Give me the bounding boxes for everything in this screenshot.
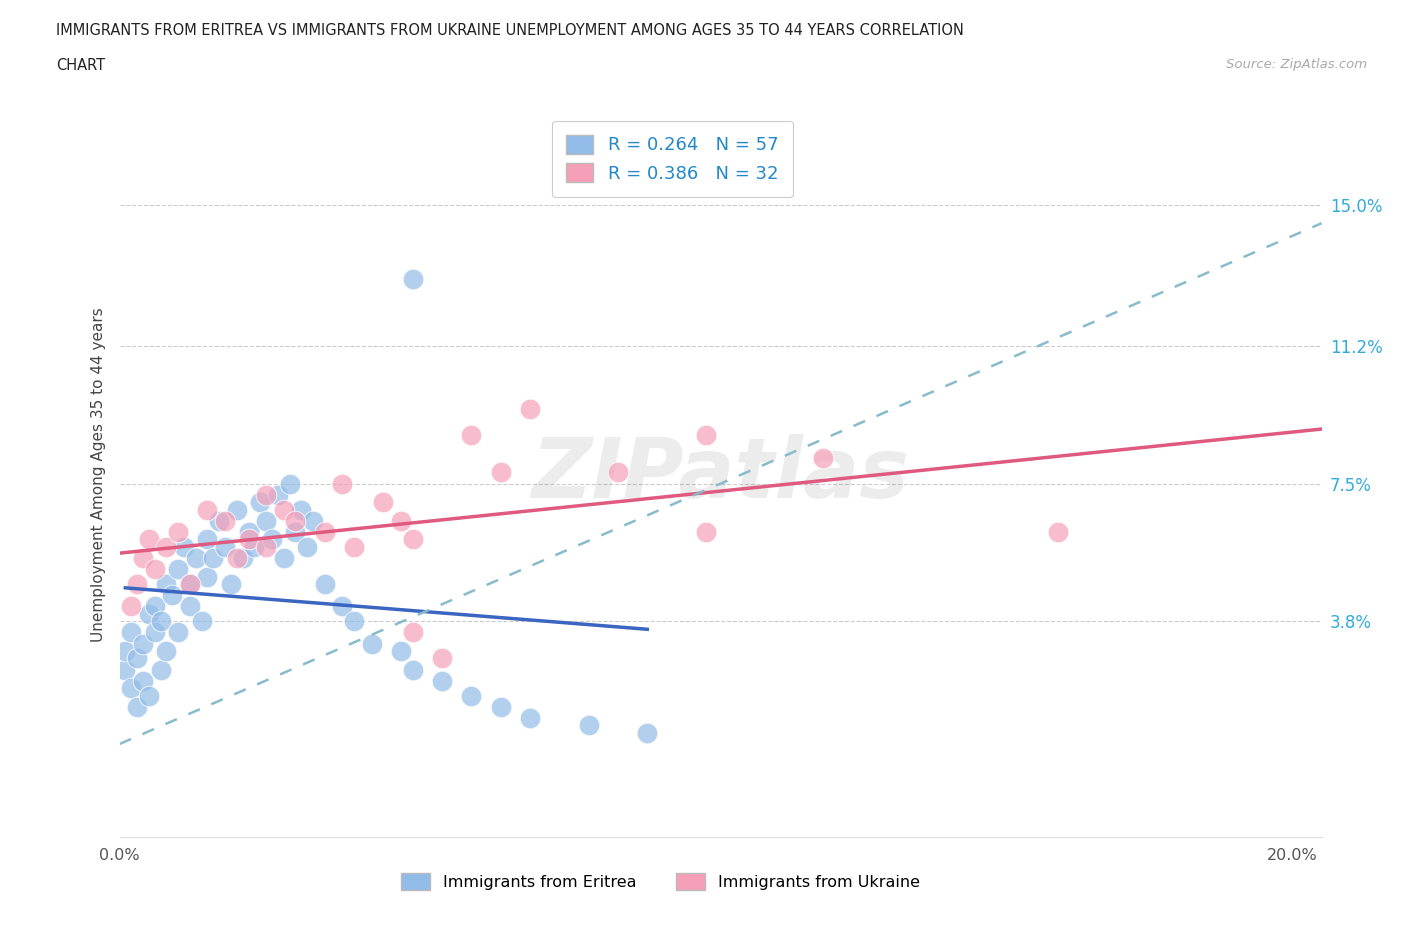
Point	[197, 502, 219, 517]
Point	[284, 513, 307, 528]
Text: ZIPatlas: ZIPatlas	[531, 433, 910, 515]
Point	[360, 636, 382, 651]
Point	[402, 272, 425, 286]
Point	[460, 428, 482, 443]
Point	[143, 625, 166, 640]
Point	[120, 681, 142, 696]
Point	[811, 450, 834, 465]
Point	[143, 599, 166, 614]
Point	[167, 625, 190, 640]
Point	[184, 551, 207, 565]
Point	[138, 532, 160, 547]
Point	[430, 651, 453, 666]
Point	[430, 673, 453, 688]
Text: CHART: CHART	[56, 58, 105, 73]
Point	[238, 525, 260, 539]
Point	[290, 502, 312, 517]
Point	[155, 644, 177, 658]
Point	[167, 562, 190, 577]
Point	[636, 725, 658, 740]
Point	[127, 651, 149, 666]
Point	[695, 428, 717, 443]
Point	[519, 402, 541, 417]
Point	[314, 577, 336, 591]
Point	[162, 588, 184, 603]
Point	[127, 577, 149, 591]
Point	[202, 551, 225, 565]
Point	[330, 599, 353, 614]
Point	[273, 551, 295, 565]
Point	[402, 532, 425, 547]
Point	[389, 513, 412, 528]
Point	[460, 688, 482, 703]
Text: IMMIGRANTS FROM ERITREA VS IMMIGRANTS FROM UKRAINE UNEMPLOYMENT AMONG AGES 35 TO: IMMIGRANTS FROM ERITREA VS IMMIGRANTS FR…	[56, 23, 965, 38]
Point	[132, 636, 155, 651]
Point	[373, 495, 395, 510]
Legend: Immigrants from Eritrea, Immigrants from Ukraine: Immigrants from Eritrea, Immigrants from…	[394, 866, 928, 898]
Point	[120, 599, 142, 614]
Point	[402, 662, 425, 677]
Point	[167, 525, 190, 539]
Point	[138, 606, 160, 621]
Point	[155, 539, 177, 554]
Point	[127, 699, 149, 714]
Point	[197, 532, 219, 547]
Point	[343, 614, 366, 629]
Y-axis label: Unemployment Among Ages 35 to 44 years: Unemployment Among Ages 35 to 44 years	[90, 307, 105, 642]
Point	[1046, 525, 1069, 539]
Point	[225, 551, 247, 565]
Point	[132, 551, 155, 565]
Text: Source: ZipAtlas.com: Source: ZipAtlas.com	[1226, 58, 1367, 71]
Point	[343, 539, 366, 554]
Point	[214, 513, 236, 528]
Point	[173, 539, 195, 554]
Point	[138, 688, 160, 703]
Point	[389, 644, 412, 658]
Point	[149, 662, 172, 677]
Point	[578, 718, 600, 733]
Point	[120, 625, 142, 640]
Point	[179, 577, 201, 591]
Point	[143, 562, 166, 577]
Point	[155, 577, 177, 591]
Point	[179, 599, 201, 614]
Point	[489, 699, 512, 714]
Point	[197, 569, 219, 584]
Point	[314, 525, 336, 539]
Point	[114, 644, 136, 658]
Point	[132, 673, 155, 688]
Point	[402, 625, 425, 640]
Point	[243, 539, 266, 554]
Point	[179, 577, 201, 591]
Point	[149, 614, 172, 629]
Point	[607, 465, 630, 480]
Point	[254, 487, 277, 502]
Point	[330, 476, 353, 491]
Point	[260, 532, 283, 547]
Point	[284, 525, 307, 539]
Point	[208, 513, 231, 528]
Point	[254, 513, 277, 528]
Point	[225, 502, 247, 517]
Point	[278, 476, 301, 491]
Point	[190, 614, 212, 629]
Point	[273, 502, 295, 517]
Point	[302, 513, 325, 528]
Point	[238, 532, 260, 547]
Point	[695, 525, 717, 539]
Point	[295, 539, 318, 554]
Point	[249, 495, 271, 510]
Point	[214, 539, 236, 554]
Point	[254, 539, 277, 554]
Point	[232, 551, 254, 565]
Point	[489, 465, 512, 480]
Point	[267, 487, 290, 502]
Point	[114, 662, 136, 677]
Point	[519, 711, 541, 725]
Point	[219, 577, 242, 591]
